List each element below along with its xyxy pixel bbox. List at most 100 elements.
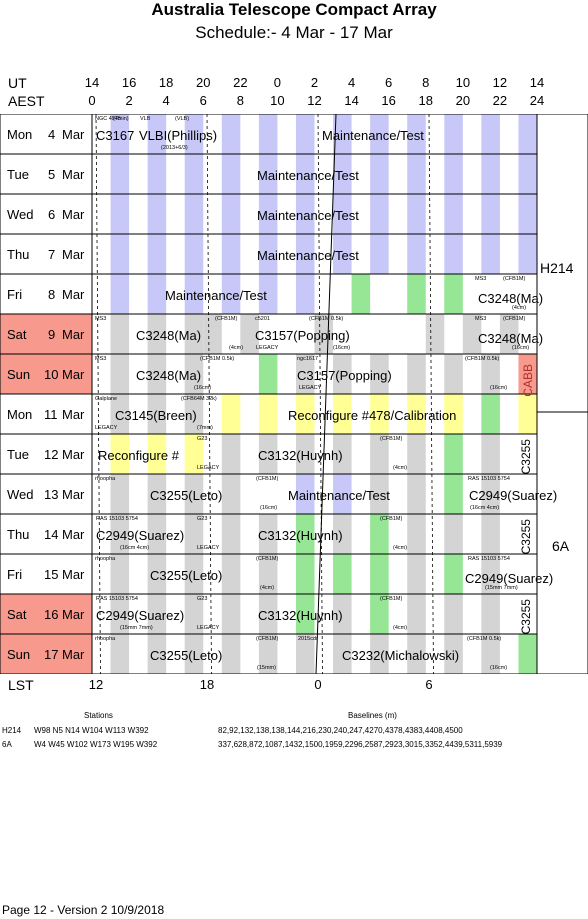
block-note: (VLB) — [175, 116, 190, 122]
time-slot — [481, 514, 500, 554]
block-note: LEGACY — [256, 345, 279, 351]
day-date: 16 — [44, 607, 59, 622]
time-slot — [499, 314, 519, 354]
block-note: rhoopha — [95, 476, 116, 482]
time-slot — [258, 194, 278, 234]
time-slot — [444, 434, 463, 474]
time-slot — [518, 114, 537, 154]
time-slot — [221, 394, 241, 434]
config-label-h214: H214 — [540, 260, 574, 276]
day-date: 13 — [44, 487, 59, 502]
time-slot — [518, 194, 537, 234]
block-note: (CFB1M) — [380, 596, 403, 602]
block-note: (CFB64M 32k) — [181, 396, 217, 402]
block-label: C3145(Breen) — [115, 408, 197, 423]
block-label: Maintenance/Test — [257, 208, 359, 223]
time-slot — [203, 314, 222, 354]
time-slot — [221, 434, 241, 474]
time-slot — [147, 514, 167, 554]
time-slot — [221, 274, 241, 314]
block-label: C2949(Suarez) — [96, 608, 185, 623]
time-slot — [481, 594, 500, 634]
block-label: C3255(Leto) — [150, 568, 223, 583]
aest-tick: 10 — [270, 93, 285, 108]
page-title: Australia Telescope Compact Array — [151, 0, 437, 19]
block-note: RAS 15103 5754 — [96, 516, 138, 522]
time-slot — [184, 634, 204, 674]
time-slot — [147, 434, 167, 474]
time-slot — [333, 234, 352, 274]
ut-tick: 20 — [196, 75, 211, 90]
time-slot — [147, 154, 167, 194]
time-slot — [258, 234, 278, 274]
time-slot — [333, 394, 352, 434]
time-slot — [370, 514, 389, 554]
aest-label: AEST — [8, 93, 45, 109]
block-note: (16cm) — [333, 345, 351, 351]
block-note: (4cm) — [260, 585, 275, 591]
time-slot — [351, 274, 371, 314]
time-slot — [184, 434, 204, 474]
lst-tick: 12 — [88, 677, 104, 692]
block-note: (16cm) — [490, 385, 508, 391]
time-slot — [110, 594, 130, 634]
block-note: (4cm) — [393, 545, 408, 551]
ut-tick: 10 — [455, 75, 471, 90]
time-slot — [444, 554, 463, 594]
time-slot — [518, 154, 537, 194]
block-label: C2949(Suarez) — [96, 528, 185, 543]
time-slot — [258, 634, 278, 674]
time-slot — [184, 594, 204, 634]
block-note: RAS 15103 5754 — [468, 556, 510, 562]
time-slot — [481, 194, 500, 234]
day-month: Mar — [62, 287, 85, 302]
day-name: Sat — [7, 607, 27, 622]
day-name: Sun — [7, 647, 31, 662]
time-slot — [407, 634, 426, 674]
time-slot — [258, 434, 278, 474]
block-note: LEGACY — [299, 385, 322, 391]
time-slot — [333, 634, 352, 674]
time-slot — [518, 634, 537, 674]
day-month: Mar — [62, 367, 85, 382]
block-label: C3157(Popping) — [255, 328, 350, 343]
block-note: (4cm) — [393, 465, 408, 471]
block-note: Galplane — [95, 396, 118, 402]
time-slot — [221, 514, 241, 554]
time-slot — [147, 354, 167, 394]
block-note: RAS 15103 5754 — [468, 476, 510, 482]
block-label: Maintenance/Test — [257, 248, 359, 263]
block-note: (CFB1M 0.5k) — [309, 316, 344, 322]
aest-tick: 12 — [307, 93, 322, 108]
ut-tick: 12 — [492, 75, 508, 90]
time-slot — [295, 234, 315, 274]
time-slot — [110, 434, 130, 474]
block-label: Maintenance/Test — [322, 128, 424, 143]
time-slot — [221, 554, 241, 594]
time-slot — [407, 594, 426, 634]
time-slot — [295, 194, 315, 234]
time-slot — [481, 114, 500, 154]
lst-zero-line — [315, 114, 337, 674]
time-slot — [147, 114, 167, 154]
page-footer: Page 12 - Version 2 10/9/2018 — [2, 903, 165, 917]
block-label: C3157(Popping) — [297, 368, 392, 383]
lst-tick: 6 — [425, 677, 433, 692]
time-slot — [333, 474, 352, 514]
block-label: Reconfigure #478/Calibration — [288, 408, 457, 423]
day-name: Thu — [7, 247, 30, 262]
day-date: 4 — [48, 127, 56, 142]
time-slot — [370, 354, 389, 394]
aest-tick: 8 — [236, 93, 244, 108]
time-slot — [333, 354, 352, 394]
time-slot — [258, 114, 278, 154]
time-slot — [110, 474, 130, 514]
time-slot — [370, 394, 389, 434]
aest-tick: 6 — [199, 93, 207, 108]
block-note: MS3 — [475, 316, 487, 322]
block-note: (4cm) — [512, 305, 527, 311]
time-slot — [407, 514, 426, 554]
time-slot — [333, 434, 352, 474]
block-note: LEGACY — [197, 545, 220, 551]
time-slot — [370, 474, 389, 514]
